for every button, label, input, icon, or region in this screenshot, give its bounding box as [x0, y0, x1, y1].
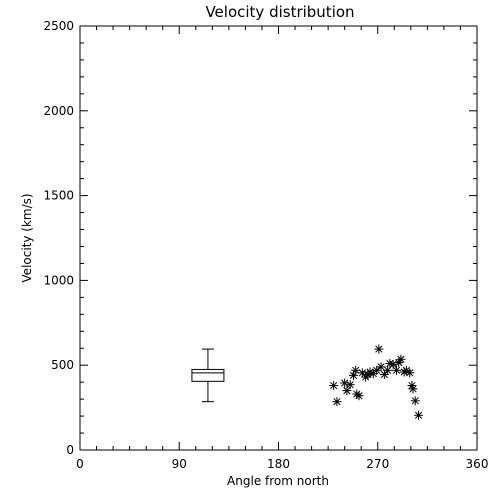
data-point	[383, 365, 393, 375]
scatter-points	[329, 344, 424, 420]
y-tick-label: 2000	[43, 104, 74, 118]
x-axis-label: Angle from north	[227, 474, 329, 488]
x-tick-label: 0	[76, 457, 84, 471]
y-tick-label: 500	[51, 358, 74, 372]
boxplot-box	[191, 368, 225, 382]
data-point	[414, 410, 424, 420]
y-tick-label: 2500	[43, 19, 74, 33]
data-point	[374, 344, 384, 354]
x-tick-label: 180	[267, 457, 290, 471]
data-point	[410, 396, 420, 406]
data-point	[405, 368, 415, 378]
y-tick-label: 1500	[43, 189, 74, 203]
data-point	[332, 397, 342, 407]
y-tick-label: 1000	[43, 273, 74, 287]
data-point	[396, 354, 406, 364]
data-point	[340, 378, 350, 388]
y-axis: 0 500 1000 1500 2000 2500	[43, 19, 477, 457]
data-point	[391, 365, 401, 375]
data-point	[351, 365, 361, 375]
y-axis-label: Velocity (km/s)	[20, 193, 34, 282]
data-point	[408, 384, 418, 394]
data-point	[345, 380, 355, 390]
data-point	[329, 381, 339, 391]
data-point	[372, 365, 382, 375]
x-tick-label: 360	[466, 457, 489, 471]
boxplot	[191, 348, 225, 403]
data-point	[354, 391, 364, 401]
y-tick-label: 0	[66, 443, 74, 457]
x-tick-label: 270	[366, 457, 389, 471]
data-point	[376, 362, 386, 372]
plot-frame	[79, 25, 478, 451]
x-tick-label: 90	[172, 457, 187, 471]
data-point	[379, 370, 389, 380]
chart-title: Velocity distribution	[205, 3, 354, 21]
x-axis: 0 90 180 270 360	[76, 26, 488, 471]
